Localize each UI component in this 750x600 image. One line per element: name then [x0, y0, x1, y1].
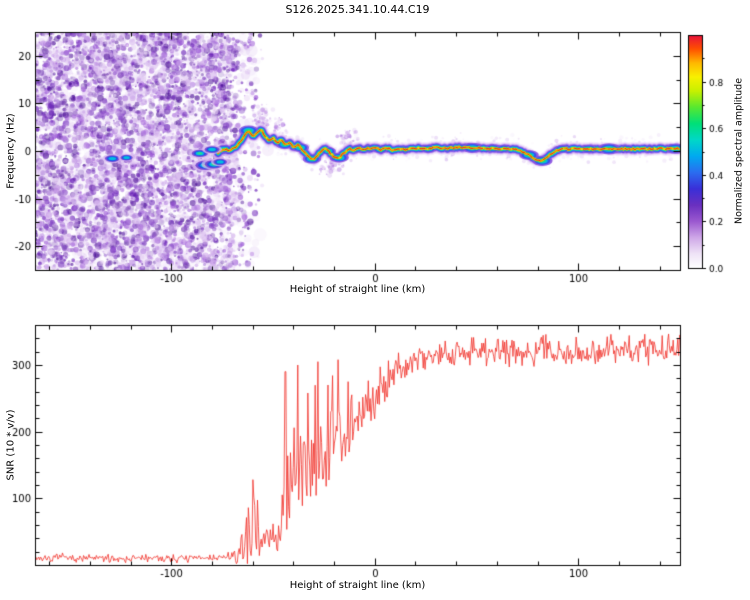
figure-title: S126.2025.341.10.44.C19 — [285, 3, 430, 16]
top-xlabel: Height of straight line (km) — [289, 284, 426, 295]
colorbar-label: Normalized spectral amplitude — [733, 77, 745, 225]
bottom-xlabel: Height of straight line (km) — [289, 580, 426, 591]
top-ylabel: Frequency (Hz) — [5, 113, 17, 189]
bottom-ylabel: SNR (10 * v/v) — [5, 409, 17, 481]
